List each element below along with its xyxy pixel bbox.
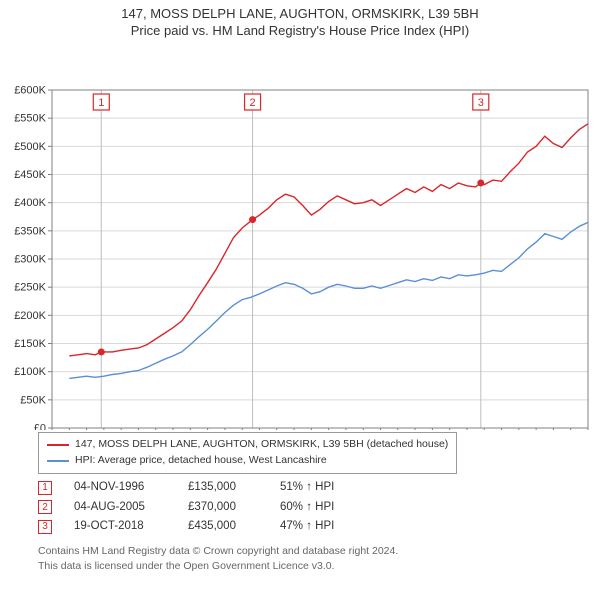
sale-price: £435,000: [188, 517, 258, 537]
svg-text:£450K: £450K: [14, 169, 46, 181]
svg-text:£150K: £150K: [14, 338, 46, 350]
svg-text:£300K: £300K: [14, 254, 46, 266]
svg-text:£600K: £600K: [14, 85, 46, 97]
svg-text:£550K: £550K: [14, 113, 46, 125]
sale-price: £135,000: [188, 478, 258, 498]
sale-marker-3: 3: [38, 520, 52, 534]
sale-marker-1: 1: [38, 481, 52, 495]
price-chart-card: 147, MOSS DELPH LANE, AUGHTON, ORMSKIRK,…: [0, 0, 600, 590]
sale-date: 04-AUG-2005: [74, 498, 166, 518]
svg-text:2: 2: [250, 97, 256, 109]
table-row: 1 04-NOV-1996 £135,000 51% ↑ HPI: [38, 478, 358, 498]
legend-label-hpi: HPI: Average price, detached house, West…: [75, 453, 327, 469]
sale-price: £370,000: [188, 498, 258, 518]
legend: 147, MOSS DELPH LANE, AUGHTON, ORMSKIRK,…: [38, 432, 457, 474]
svg-text:£250K: £250K: [14, 282, 46, 294]
svg-text:1: 1: [98, 97, 104, 109]
legend-swatch-property: [47, 444, 69, 446]
sales-table: 1 04-NOV-1996 £135,000 51% ↑ HPI 2 04-AU…: [38, 478, 358, 537]
sale-pct: 47% ↑ HPI: [280, 517, 358, 537]
svg-text:£500K: £500K: [14, 141, 46, 153]
title-line-1: 147, MOSS DELPH LANE, AUGHTON, ORMSKIRK,…: [0, 6, 600, 21]
footer-line-2: This data is licensed under the Open Gov…: [38, 559, 398, 574]
footer-line-1: Contains HM Land Registry data © Crown c…: [38, 544, 398, 559]
legend-item-property: 147, MOSS DELPH LANE, AUGHTON, ORMSKIRK,…: [47, 437, 448, 453]
table-row: 2 04-AUG-2005 £370,000 60% ↑ HPI: [38, 498, 358, 518]
svg-text:£0: £0: [34, 423, 46, 431]
svg-text:£200K: £200K: [14, 310, 46, 322]
title-line-2: Price paid vs. HM Land Registry's House …: [0, 23, 600, 38]
sale-pct: 51% ↑ HPI: [280, 478, 358, 498]
legend-label-property: 147, MOSS DELPH LANE, AUGHTON, ORMSKIRK,…: [75, 437, 448, 453]
chart-title: 147, MOSS DELPH LANE, AUGHTON, ORMSKIRK,…: [0, 0, 600, 40]
svg-text:£400K: £400K: [14, 197, 46, 209]
svg-text:£100K: £100K: [14, 366, 46, 378]
sale-pct: 60% ↑ HPI: [280, 498, 358, 518]
legend-swatch-hpi: [47, 460, 69, 462]
table-row: 3 19-OCT-2018 £435,000 47% ↑ HPI: [38, 517, 358, 537]
sale-date: 19-OCT-2018: [74, 517, 166, 537]
sale-marker-2: 2: [38, 500, 52, 514]
footer-attribution: Contains HM Land Registry data © Crown c…: [38, 544, 398, 574]
sale-date: 04-NOV-1996: [74, 478, 166, 498]
svg-text:£50K: £50K: [20, 394, 46, 406]
svg-text:£350K: £350K: [14, 225, 46, 237]
svg-text:3: 3: [478, 97, 484, 109]
chart-plot: £0 £50K £100K £150K £200K £250K £300K £350K £400…: [0, 40, 600, 430]
legend-item-hpi: HPI: Average price, detached house, West…: [47, 453, 448, 469]
